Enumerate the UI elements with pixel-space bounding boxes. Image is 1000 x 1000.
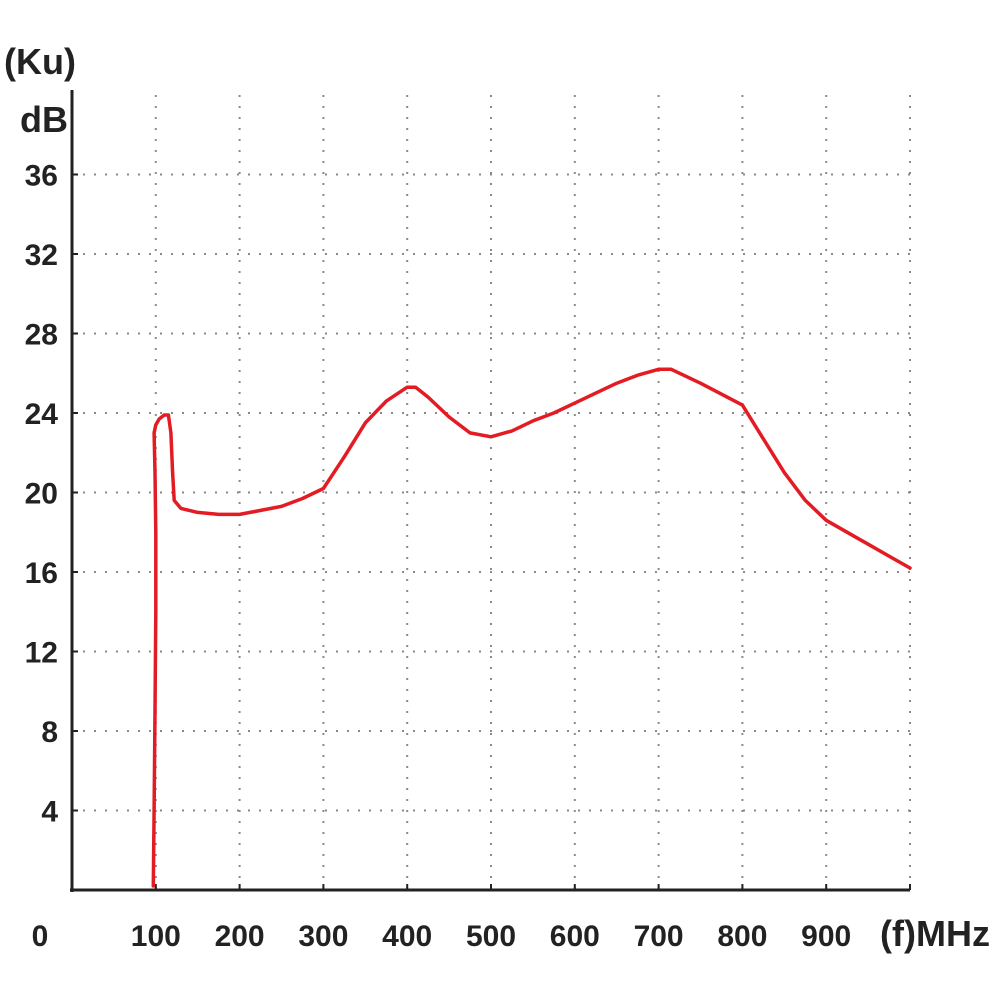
x-tick-label: 300	[298, 920, 348, 953]
y-tick-label: 24	[25, 398, 59, 431]
axes	[70, 90, 911, 892]
x-tick-label: 200	[215, 920, 265, 953]
x-tick-label: 700	[634, 920, 684, 953]
series-line-1	[151, 367, 912, 888]
y-tick-label: 16	[25, 557, 58, 590]
origin-label: 0	[32, 920, 49, 953]
y-tick-label: 36	[25, 160, 58, 193]
x-axis-label: (f)MHz	[880, 913, 990, 954]
x-tick-label: 900	[801, 920, 851, 953]
y-axis-label-unit: (Ku)	[4, 41, 76, 82]
tick-labels: 4 8 12 16 20 24 28 32 36 100 200 300 400 500 600 700 800…	[25, 160, 852, 954]
y-tick-label: 8	[41, 716, 58, 749]
x-tick-label: 600	[550, 920, 600, 953]
y-tick-label: 28	[25, 319, 58, 352]
x-tick-label: 500	[466, 920, 516, 953]
series-layer	[151, 367, 912, 888]
y-axis-label-db: dB	[20, 99, 68, 140]
y-tick-label: 12	[25, 637, 58, 670]
y-tick-label: 20	[25, 478, 58, 511]
grid	[72, 95, 911, 890]
y-tick-label: 32	[25, 239, 58, 272]
x-tick-label: 800	[717, 920, 767, 953]
y-tick-label: 4	[41, 796, 58, 829]
x-tick-label: 100	[131, 920, 181, 953]
x-tick-label: 400	[382, 920, 432, 953]
